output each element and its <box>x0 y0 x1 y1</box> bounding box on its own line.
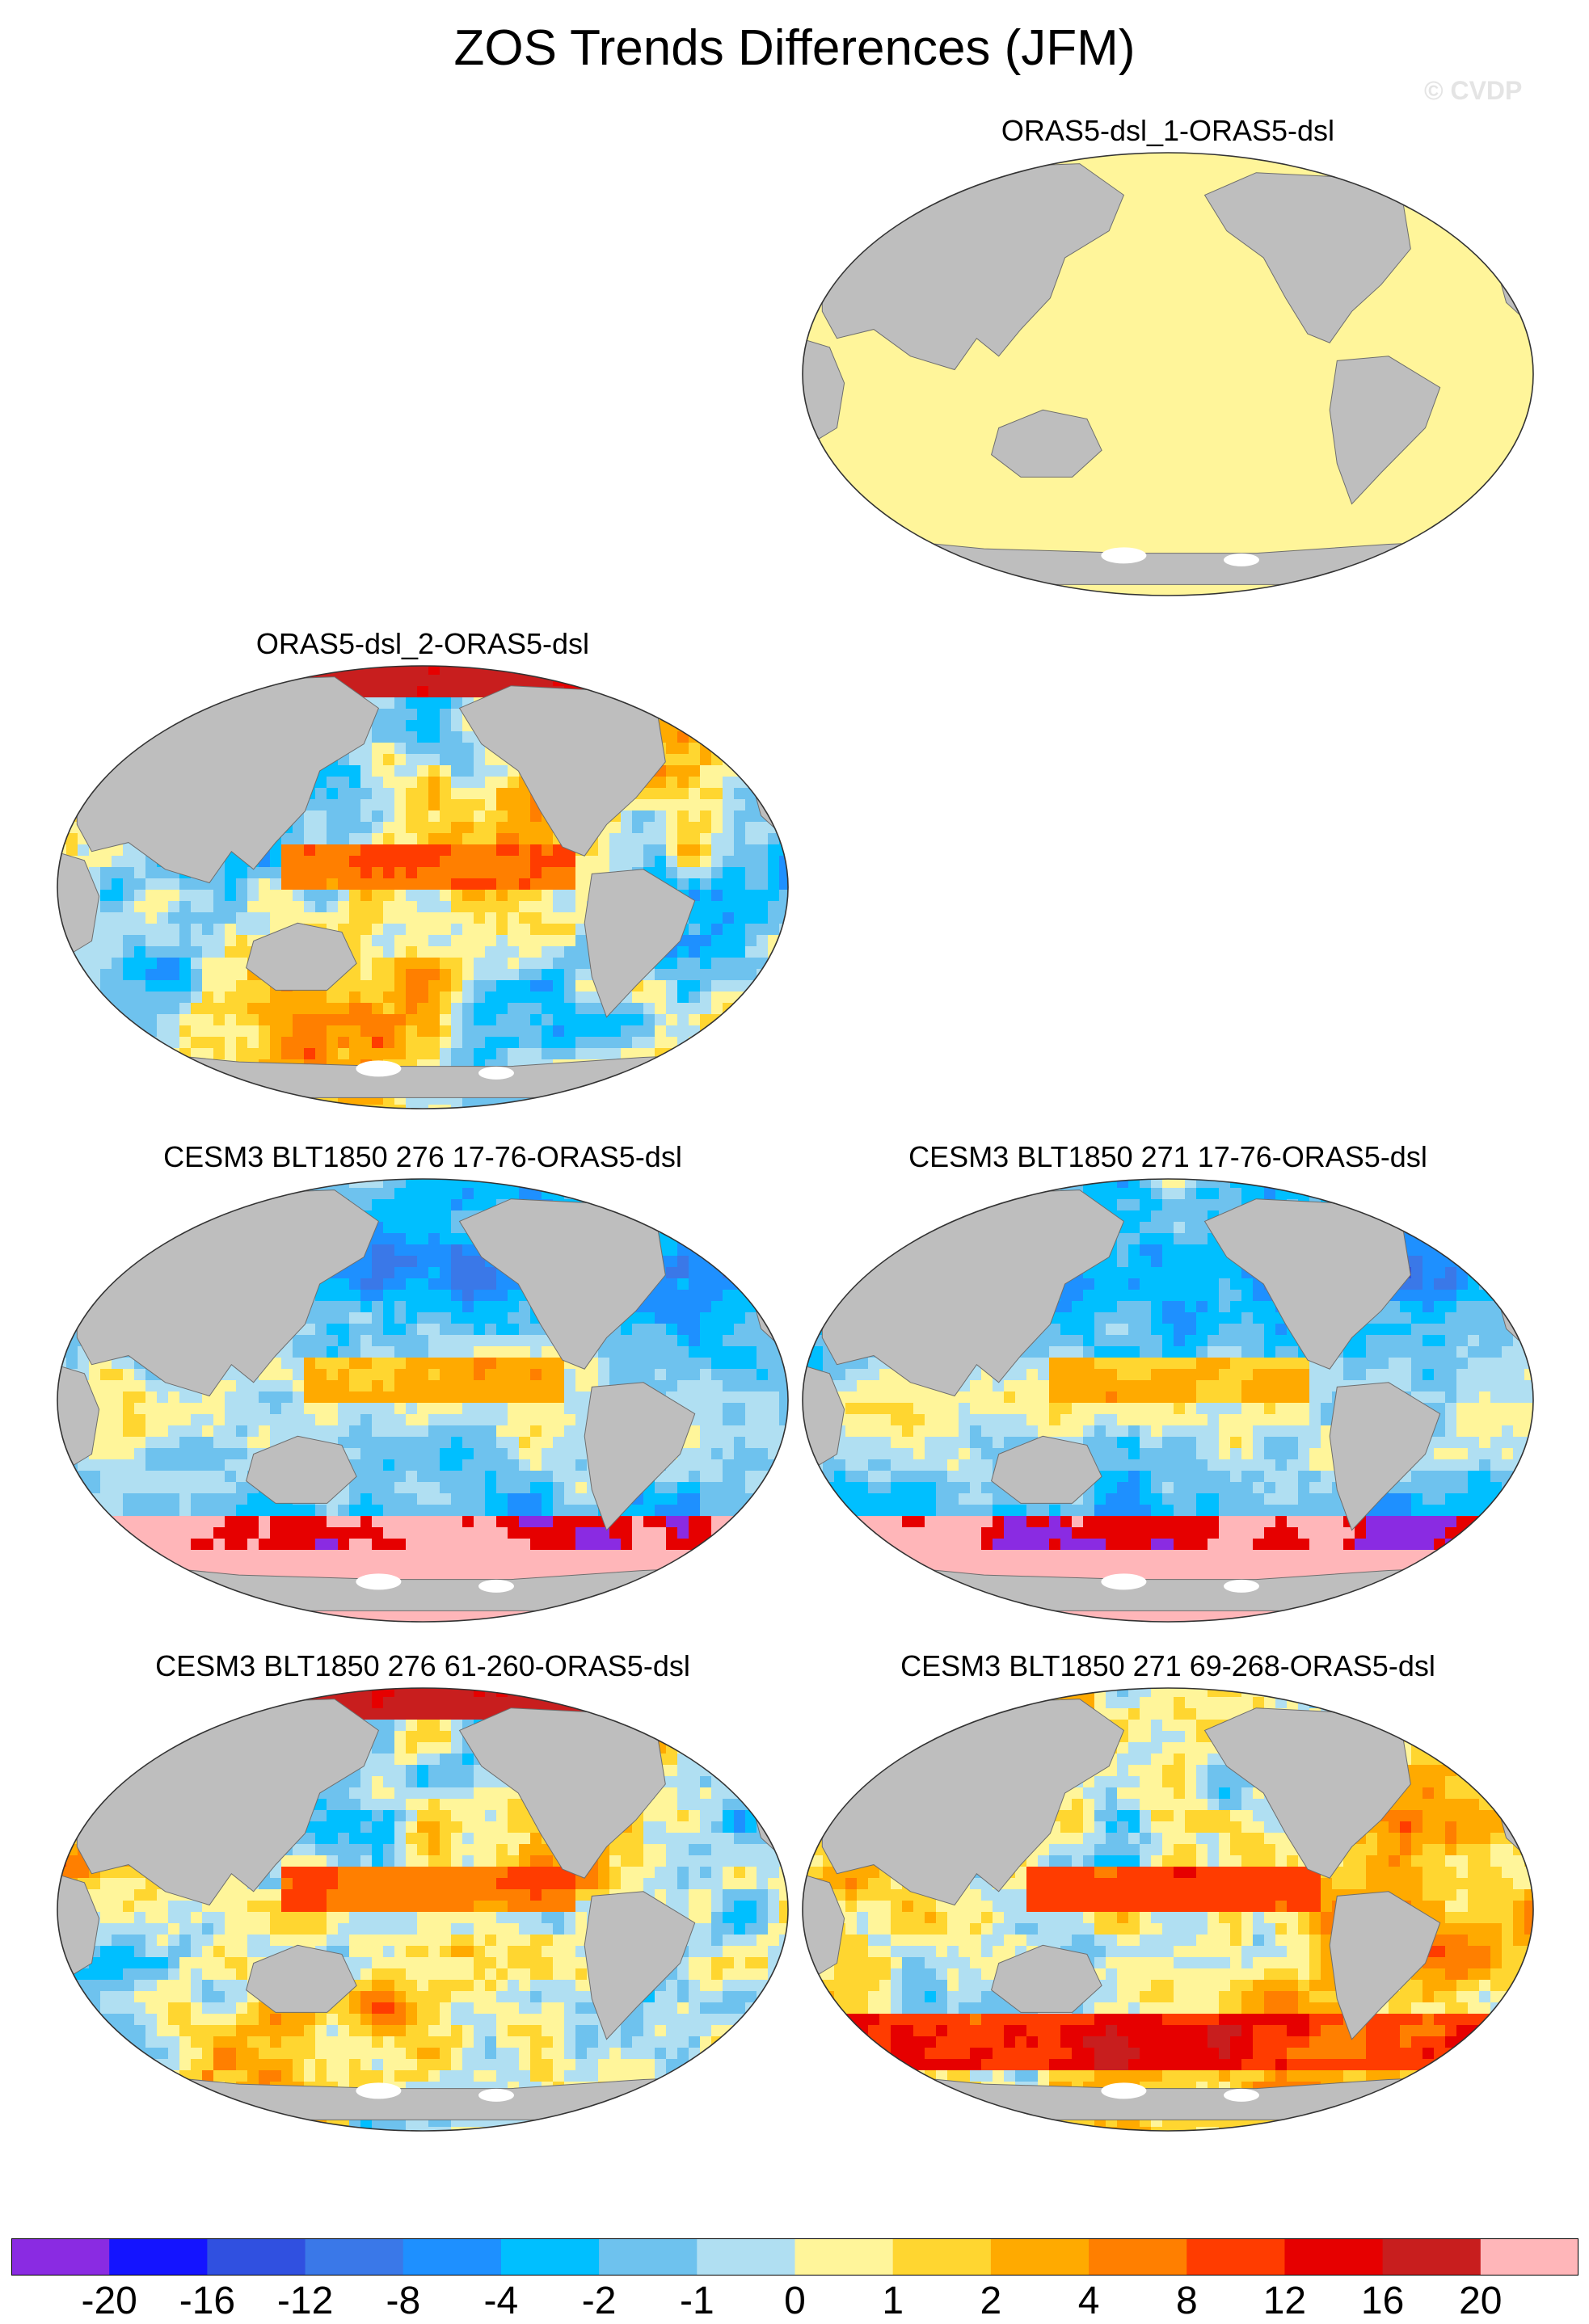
world-map <box>800 1177 1536 1624</box>
panel-title: ORAS5-dsl_2-ORAS5-dsl <box>55 626 790 662</box>
colorbar-label: -4 <box>453 2279 550 2324</box>
ice-shelf <box>478 1067 514 1080</box>
colorbar-swatch <box>1284 2238 1383 2276</box>
world-map <box>800 150 1536 598</box>
ice-shelf <box>478 1580 514 1593</box>
ice-shelf <box>1101 1573 1146 1589</box>
map-panel-1: ORAS5-dsl_1-ORAS5-dsl <box>800 113 1536 598</box>
colorbar-swatch <box>1481 2238 1578 2276</box>
colorbar-label: -16 <box>158 2279 255 2324</box>
colorbar-swatch <box>1383 2238 1482 2276</box>
colorbar-label: 1 <box>845 2279 942 2324</box>
ice-shelf <box>356 1573 401 1589</box>
colorbar-label: 20 <box>1432 2279 1529 2324</box>
map-panel-3: CESM3 BLT1850 276 17-76-ORAS5-dsl <box>55 1139 790 1624</box>
colorbar-label: 2 <box>942 2279 1039 2324</box>
colorbar-label: 12 <box>1236 2279 1333 2324</box>
colorbar-label: -8 <box>355 2279 452 2324</box>
colorbar-swatch <box>109 2238 208 2276</box>
ice-shelf <box>356 2082 401 2099</box>
ice-shelf <box>356 1060 401 1076</box>
colorbar-swatch <box>11 2238 110 2276</box>
colorbar-swatch <box>991 2238 1090 2276</box>
colorbar-label: 4 <box>1040 2279 1137 2324</box>
colorbar-swatch <box>795 2238 894 2276</box>
panel-title: ORAS5-dsl_1-ORAS5-dsl <box>800 113 1536 149</box>
colorbar-swatch <box>1186 2238 1285 2276</box>
ice-shelf <box>1224 1580 1259 1593</box>
colorbar-swatch <box>207 2238 306 2276</box>
ice-shelf <box>478 2089 514 2102</box>
colorbar-label: -12 <box>257 2279 354 2324</box>
ice-shelf <box>1101 547 1146 563</box>
map-panel-2: ORAS5-dsl_2-ORAS5-dsl <box>55 626 790 1111</box>
figure-title: ZOS Trends Differences (JFM) <box>0 18 1589 79</box>
colorbar-label: -1 <box>648 2279 745 2324</box>
panel-title: CESM3 BLT1850 271 69-268-ORAS5-dsl <box>800 1648 1536 1684</box>
colorbar-label: 0 <box>747 2279 844 2324</box>
colorbar-swatch <box>501 2238 600 2276</box>
colorbar-swatch <box>697 2238 795 2276</box>
ice-shelf <box>1101 2082 1146 2099</box>
panel-title: CESM3 BLT1850 276 17-76-ORAS5-dsl <box>55 1139 790 1175</box>
colorbar-label: -20 <box>61 2279 158 2324</box>
world-map <box>800 1686 1536 2133</box>
colorbar-swatch <box>1089 2238 1187 2276</box>
colorbar-swatch <box>599 2238 698 2276</box>
colorbar-swatch <box>306 2238 404 2276</box>
map-panel-6: CESM3 BLT1850 271 69-268-ORAS5-dsl <box>800 1648 1536 2133</box>
colorbar <box>11 2238 1578 2276</box>
colorbar-label: 8 <box>1138 2279 1235 2324</box>
world-map <box>55 663 790 1111</box>
map-panel-5: CESM3 BLT1850 276 61-260-ORAS5-dsl <box>55 1648 790 2133</box>
panel-title: CESM3 BLT1850 276 61-260-ORAS5-dsl <box>55 1648 790 1684</box>
credit-watermark: © CVDP <box>1424 76 1522 106</box>
colorbar-swatch <box>403 2238 502 2276</box>
ice-shelf <box>1224 2089 1259 2102</box>
panel-title: CESM3 BLT1850 271 17-76-ORAS5-dsl <box>800 1139 1536 1175</box>
world-map <box>55 1177 790 1624</box>
map-panel-4: CESM3 BLT1850 271 17-76-ORAS5-dsl <box>800 1139 1536 1624</box>
colorbar-swatch <box>893 2238 992 2276</box>
world-map <box>55 1686 790 2133</box>
colorbar-label: 16 <box>1334 2279 1431 2324</box>
ice-shelf <box>1224 554 1259 566</box>
colorbar-label: -2 <box>550 2279 647 2324</box>
